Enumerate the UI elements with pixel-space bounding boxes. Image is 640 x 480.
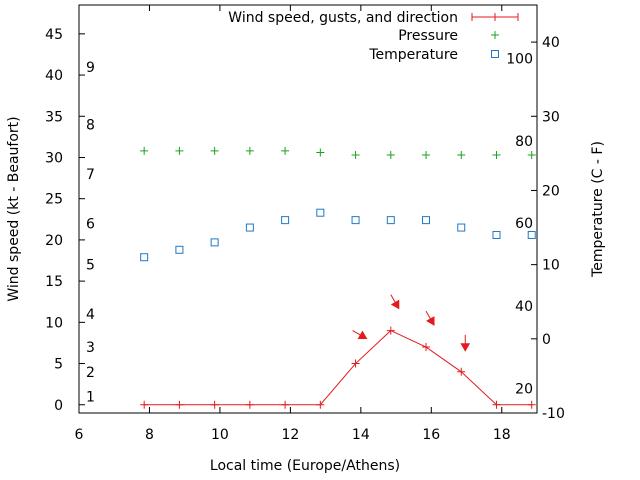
wind-direction-arrow-head	[426, 316, 435, 326]
legend-pressure-marker	[491, 31, 499, 39]
right-y-tick-label: 40	[542, 35, 560, 51]
beaufort-label: 3	[86, 340, 95, 356]
x-tick-label: 14	[352, 427, 370, 443]
fahrenheit-label: 40	[515, 299, 533, 315]
wind-direction-arrow	[390, 294, 400, 310]
wind-speed-point	[245, 400, 254, 409]
fahrenheit-label: 20	[515, 382, 533, 398]
temperature-point	[175, 245, 184, 254]
x-tick-label: 18	[493, 427, 511, 443]
right-y-tick-label: 0	[542, 332, 551, 348]
right-y-tick-label: 20	[542, 183, 560, 199]
wind-direction-arrow	[425, 310, 435, 326]
legend-temperature-label: Temperature	[368, 47, 458, 63]
left-y-tick-label: 25	[45, 192, 63, 208]
wind-direction-arrow-head	[357, 330, 368, 340]
left-y-tick-label: 40	[45, 68, 63, 84]
wind-speed-point	[140, 400, 149, 409]
x-axis-label: Local time (Europe/Athens)	[210, 458, 400, 474]
wind-direction-arrow	[352, 330, 368, 340]
left-y-tick-label: 45	[45, 27, 63, 43]
x-tick-label: 12	[281, 427, 299, 443]
x-tick-label: 16	[422, 427, 440, 443]
right-axis-label: Temperature (C - F)	[590, 141, 606, 278]
temperature-point	[527, 230, 536, 239]
legend: Wind speed, gusts, and direction Pressur…	[228, 10, 519, 63]
temperature-point	[422, 216, 431, 225]
x-tick-label: 10	[211, 427, 229, 443]
wind-speed-point	[351, 359, 360, 368]
beaufort-label: 1	[86, 390, 95, 406]
beaufort-label: 9	[86, 60, 95, 76]
legend-temperature-marker	[491, 50, 499, 58]
pressure-point	[281, 146, 290, 155]
plot-frame	[78, 4, 538, 414]
legend-pressure-label: Pressure	[398, 28, 458, 44]
left-axis-label: Wind speed (kt - Beaufort)	[6, 116, 22, 301]
pressure-point	[175, 146, 184, 155]
wind-speed-point	[457, 367, 466, 376]
pressure-point	[492, 151, 501, 160]
pressure-point	[210, 146, 219, 155]
wind-speed-point	[316, 400, 325, 409]
temperature-point	[140, 253, 149, 262]
beaufort-label: 8	[86, 118, 95, 134]
right-y-tick-label: -10	[542, 406, 565, 422]
wind-direction-arrow	[460, 334, 471, 352]
wind-speed-point	[210, 400, 219, 409]
temperature-point	[210, 238, 219, 247]
pressure-point	[140, 146, 149, 155]
pressure-point	[527, 151, 536, 160]
temperature-point	[386, 216, 395, 225]
left-y-tick-label: 35	[45, 109, 63, 125]
right-y-tick-label: 30	[542, 109, 560, 125]
pressure-point	[422, 151, 431, 160]
temperature-point	[281, 216, 290, 225]
axes-layer: 6 8 10 12 14 16 18051015202530354045-100102030…	[45, 5, 565, 443]
pressure-point	[245, 146, 254, 155]
temperature-point	[457, 223, 466, 232]
wind-speed-point	[492, 400, 501, 409]
left-y-tick-label: 20	[45, 233, 63, 249]
beaufort-label: 6	[86, 216, 95, 232]
fahrenheit-label: 100	[506, 51, 533, 67]
legend-wind-swatch	[471, 13, 519, 21]
right-y-tick-label: 10	[542, 258, 560, 274]
pressure-point	[351, 151, 360, 160]
fahrenheit-label: 80	[515, 134, 533, 150]
wind-speed-point	[386, 326, 395, 335]
temperature-point	[316, 208, 325, 217]
wind-direction-arrow-head	[460, 343, 471, 352]
wind-speed-point	[175, 400, 184, 409]
temperature-point	[351, 216, 360, 225]
left-y-tick-label: 0	[54, 398, 63, 414]
wind-direction-arrow-head	[390, 299, 400, 310]
left-y-tick-label: 10	[45, 315, 63, 331]
legend-wind-label: Wind speed, gusts, and direction	[228, 10, 458, 26]
beaufort-label: 4	[86, 307, 95, 323]
left-y-tick-label: 5	[54, 357, 63, 373]
left-y-tick-label: 15	[45, 274, 63, 290]
wind-speed-point	[527, 400, 536, 409]
left-y-tick-label: 30	[45, 150, 63, 166]
wind-speed-point	[281, 400, 290, 409]
pressure-point	[457, 151, 466, 160]
pressure-point	[316, 148, 325, 157]
temperature-point	[492, 230, 501, 239]
fahrenheit-label: 60	[515, 216, 533, 232]
x-tick-label: 6	[75, 427, 84, 443]
pressure-point	[386, 151, 395, 160]
beaufort-label: 7	[86, 167, 95, 183]
wind-speed-line	[144, 329, 532, 406]
beaufort-label: 2	[86, 365, 95, 381]
temperature-point	[245, 223, 254, 232]
wind-speed-point	[422, 343, 431, 352]
beaufort-label: 5	[86, 258, 95, 274]
series-layer	[140, 146, 536, 409]
x-tick-label: 8	[145, 427, 154, 443]
